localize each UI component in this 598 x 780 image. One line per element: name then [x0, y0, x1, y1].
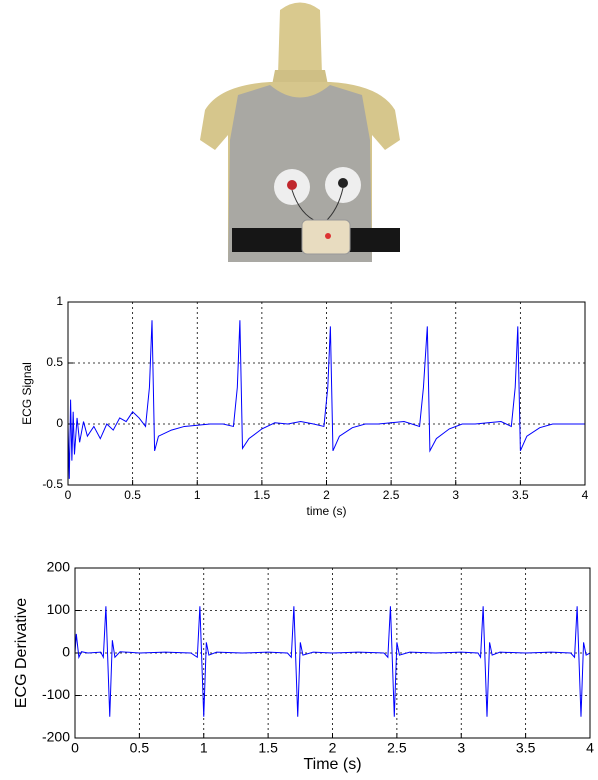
x-tick-label: 3.5 — [512, 488, 529, 502]
x-axis-label: time (s) — [307, 504, 347, 518]
y-tick-label: 0 — [62, 644, 70, 660]
x-tick-label: 0.5 — [124, 488, 141, 502]
y-tick-label: -100 — [42, 686, 70, 702]
x-tick-label: 3 — [457, 740, 465, 756]
x-tick-label: 3.5 — [516, 740, 536, 756]
x-tick-label: 2 — [323, 488, 330, 502]
x-tick-label: 1.5 — [254, 488, 271, 502]
y-tick-label: -0.5 — [42, 477, 63, 491]
x-tick-label: 1 — [194, 488, 201, 502]
x-tick-label: 3 — [452, 488, 459, 502]
mannequin-photo — [190, 0, 410, 272]
page: {"chart_data": [ {"type": "line", "x_lab… — [0, 0, 598, 780]
x-tick-label: 0 — [65, 488, 72, 502]
y-tick-label: 0 — [56, 416, 63, 430]
x-tick-label: 4 — [586, 740, 594, 756]
y-axis-label: ECG Signal — [20, 362, 34, 425]
x-tick-label: 0.5 — [130, 740, 150, 756]
y-tick-label: 200 — [47, 559, 71, 575]
x-tick-label: 2.5 — [383, 488, 400, 502]
x-axis-label: Time (s) — [303, 756, 361, 773]
x-tick-label: 1.5 — [258, 740, 278, 756]
y-axis-label: ECG Derivative — [13, 598, 30, 708]
x-tick-label: 4 — [582, 488, 589, 502]
x-tick-label: 1 — [200, 740, 208, 756]
y-tick-label: -200 — [42, 729, 70, 745]
figure: 00.511.522.533.54-0.500.51time (s)ECG Si… — [0, 0, 598, 775]
x-tick-label: 0 — [71, 740, 79, 756]
x-tick-label: 2.5 — [387, 740, 407, 756]
y-tick-label: 0.5 — [46, 355, 63, 369]
y-tick-label: 1 — [56, 294, 63, 308]
x-tick-label: 2 — [329, 740, 337, 756]
y-tick-label: 100 — [47, 601, 71, 617]
